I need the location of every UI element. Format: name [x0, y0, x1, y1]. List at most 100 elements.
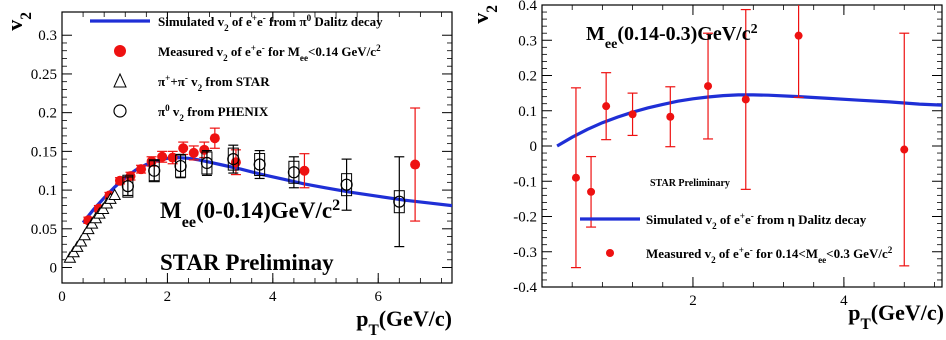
data-box-phenix: [201, 151, 213, 175]
data-box-phenix: [254, 153, 266, 177]
data-point-measured: [900, 145, 909, 154]
x-axis-title-tail: (GeV/c): [871, 300, 944, 325]
data-point-star: [108, 188, 122, 201]
x-tick-label: 2: [689, 293, 697, 309]
y-axis-title-main: v: [474, 13, 493, 24]
x-tick-label: 2: [164, 289, 172, 305]
legend-text-part: of e: [717, 212, 740, 227]
y-tick-label: 0: [530, 139, 538, 155]
data-point-measured: [125, 171, 136, 182]
legend-text-part: for 0.14<M: [753, 246, 818, 261]
y-tick-label: -0.3: [513, 245, 537, 261]
legend-text-part: Measured v: [158, 44, 224, 59]
data-box-phenix: [393, 190, 405, 214]
mass-range-sup: 2: [751, 22, 758, 37]
legend-text-part: π: [158, 104, 165, 119]
legend-text-part: -: [751, 211, 754, 221]
x-tick-label: 4: [840, 293, 848, 309]
legend-text-part: e: [257, 14, 263, 29]
legend-text-part: e: [744, 246, 750, 261]
data-point-measured: [230, 157, 241, 168]
legend-text-part: 0: [165, 103, 170, 113]
mass-range-label: Mee(0.14-0.3)GeV/c2: [586, 22, 758, 52]
data-box-phenix: [227, 147, 239, 171]
legend-marker-triangle: [113, 72, 127, 88]
y-tick-label: 0.15: [31, 144, 57, 160]
legend-text-part: of e: [228, 44, 251, 59]
preliminary-label: STAR Preliminary: [650, 178, 730, 189]
plot-frame: [61, 11, 453, 284]
legend-text-part: e: [256, 44, 262, 59]
y-tick-label: 0.3: [518, 33, 537, 49]
legend-marker-dot: [606, 249, 614, 257]
data-box-phenix: [148, 159, 160, 183]
data-point-measured: [209, 133, 220, 144]
x-axis-title: pT(GeV/c): [848, 300, 944, 333]
y-tick-label: -0.1: [513, 174, 537, 190]
legend-label-star: π++π- v2 from STAR: [158, 73, 270, 93]
data-point-measured: [628, 110, 637, 119]
x-axis-title-tail: (GeV/c): [379, 306, 452, 331]
y-tick-label: 0.3: [38, 28, 57, 44]
y-tick-label: 0.05: [31, 222, 57, 238]
y-tick-label: -0.2: [513, 210, 537, 226]
legend-text-part: from π: [266, 14, 307, 29]
data-point-measured: [199, 144, 210, 155]
data-point-measured: [136, 164, 147, 175]
data-point-measured: [704, 82, 713, 91]
legend-text-part: Simulated v: [158, 14, 225, 29]
x-axis-title-main: p: [356, 306, 368, 331]
mass-range-tail: (0.14-0.3)GeV/c: [617, 23, 750, 45]
legend-marker-circle: [113, 104, 127, 118]
legend: Simulated v2 of e+e- from η Dalitz decay…: [580, 211, 893, 265]
y-tick-label: 0.1: [518, 104, 537, 120]
mass-range-prefix: M: [160, 198, 182, 223]
legend-label-curve: Simulated v2 of e+e- from π0 Dalitz deca…: [158, 13, 383, 33]
legend-text-part: from η Dalitz decay: [754, 212, 867, 227]
legend-label-measured: Measured v2 of e+e- for Mee<0.14 GeV/c2: [158, 43, 381, 63]
data-point-measured: [794, 31, 803, 40]
legend-text-part: from STAR: [202, 74, 270, 89]
legend-text-part: v: [170, 104, 180, 119]
data-point-measured: [188, 147, 199, 158]
legend-text-part: e: [745, 212, 751, 227]
x-axis-title-sub: T: [368, 322, 379, 339]
data-box-phenix: [341, 173, 353, 197]
y-tick-label: 0: [50, 261, 58, 277]
legend-text-part: 2: [179, 113, 184, 123]
legend-text-part: π: [158, 74, 165, 89]
legend-text-part: +: [251, 43, 256, 53]
legend-text-part: +π: [170, 74, 185, 89]
legend-text-part: <0.3 GeV/c: [826, 246, 888, 261]
legend-text-part: 2: [198, 83, 203, 93]
y-axis-title: v2: [474, 5, 501, 24]
data-box-phenix: [288, 160, 300, 184]
legend-text-part: ee: [818, 255, 826, 265]
y-axis-title-sub: 2: [18, 12, 35, 20]
x-tick-label: 6: [374, 289, 382, 305]
data-point-measured: [741, 95, 750, 104]
data-point-measured: [571, 173, 580, 182]
x-tick-label: 0: [58, 289, 66, 305]
legend-text-part: ee: [300, 53, 308, 63]
y-tick-label: 0.2: [38, 106, 57, 122]
chart-left: 00.050.10.150.20.250.30 2 4 6v2pT(GeV/c)Mee…: [2, 11, 453, 339]
x-axis-title-sub: T: [860, 316, 871, 333]
x-axis-title: pT(GeV/c): [356, 306, 452, 339]
legend-text-part: 2: [376, 43, 381, 53]
chart-right: -0.4-0.3-0.2-0.100.10.20.30.424v2pT(GeV/…: [474, 0, 944, 333]
legend-text-part: for M: [265, 44, 300, 59]
legend-text-part: 2: [712, 221, 717, 231]
y-axis-title: v2: [2, 12, 35, 31]
plot-area: [63, 107, 452, 263]
y-tick-label: -0.4: [513, 280, 537, 296]
y-tick-label: 0.2: [518, 69, 537, 85]
legend-label-curve: Simulated v2 of e+e- from η Dalitz decay: [646, 211, 867, 231]
y-axis-title-main: v: [2, 20, 27, 31]
legend-text-part: v: [188, 74, 198, 89]
legend-text-part: +: [165, 73, 170, 83]
legend-text-part: Simulated v: [646, 212, 713, 227]
legend-text-part: of e: [229, 14, 252, 29]
legend-text-part: Dalitz decay: [311, 14, 383, 29]
